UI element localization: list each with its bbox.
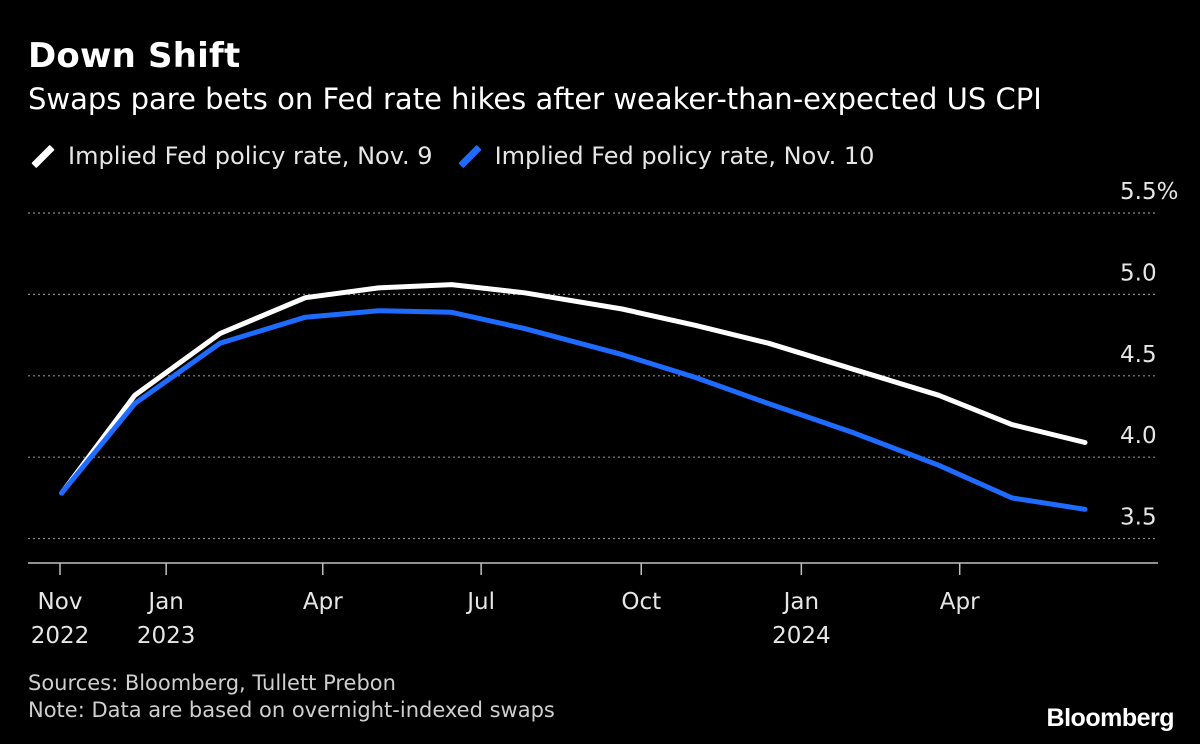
chart-title: Down Shift bbox=[28, 36, 241, 76]
y-tick-label: 4.0 bbox=[1120, 423, 1157, 449]
x-tick-year-label: 2023 bbox=[137, 623, 196, 649]
label-layer: 5.5% 5.0 4.5 4.0 3.5 Nov 2022 Jan 2023 Apr Jul Oct J… bbox=[31, 179, 1179, 649]
legend-label-nov10: Implied Fed policy rate, Nov. 10 bbox=[494, 142, 875, 170]
y-tick-label: 3.5 bbox=[1120, 505, 1157, 531]
y-tick-label: 4.5 bbox=[1120, 342, 1157, 368]
axis-layer bbox=[28, 562, 1158, 575]
sources-text: Sources: Bloomberg, Tullett Prebon bbox=[28, 671, 396, 695]
y-tick-label: 5.5% bbox=[1120, 179, 1178, 205]
x-tick-label: Jul bbox=[465, 589, 495, 615]
x-tick-label: Jan bbox=[146, 589, 183, 615]
grid-layer bbox=[28, 212, 1158, 540]
x-tick-label: Apr bbox=[303, 589, 343, 615]
x-tick-label: Oct bbox=[621, 589, 661, 615]
y-tick-label: 5.0 bbox=[1120, 260, 1157, 286]
x-tick-year-label: 2024 bbox=[772, 623, 831, 649]
bloomberg-logo: Bloomberg bbox=[1046, 704, 1175, 732]
legend: Implied Fed policy rate, Nov. 9 Implied … bbox=[30, 140, 898, 172]
footer: Sources: Bloomberg, Tullett Prebon Note:… bbox=[28, 670, 555, 724]
x-tick-label: Jan bbox=[782, 589, 819, 615]
x-tick-label: Apr bbox=[940, 589, 980, 615]
series-line-nov9 bbox=[59, 282, 1088, 496]
x-tick-year-label: 2022 bbox=[31, 623, 90, 649]
x-tick-label: Nov bbox=[38, 589, 83, 615]
series-line-nov10 bbox=[59, 308, 1088, 512]
chart-subtitle: Swaps pare bets on Fed rate hikes after … bbox=[28, 82, 1042, 116]
legend-label-nov9: Implied Fed policy rate, Nov. 9 bbox=[68, 142, 433, 170]
series-layer bbox=[59, 282, 1088, 512]
note-text: Note: Data are based on overnight-indexe… bbox=[28, 698, 555, 722]
legend-item-nov9: Implied Fed policy rate, Nov. 9 bbox=[30, 142, 433, 170]
legend-item-nov10: Implied Fed policy rate, Nov. 10 bbox=[457, 142, 875, 170]
